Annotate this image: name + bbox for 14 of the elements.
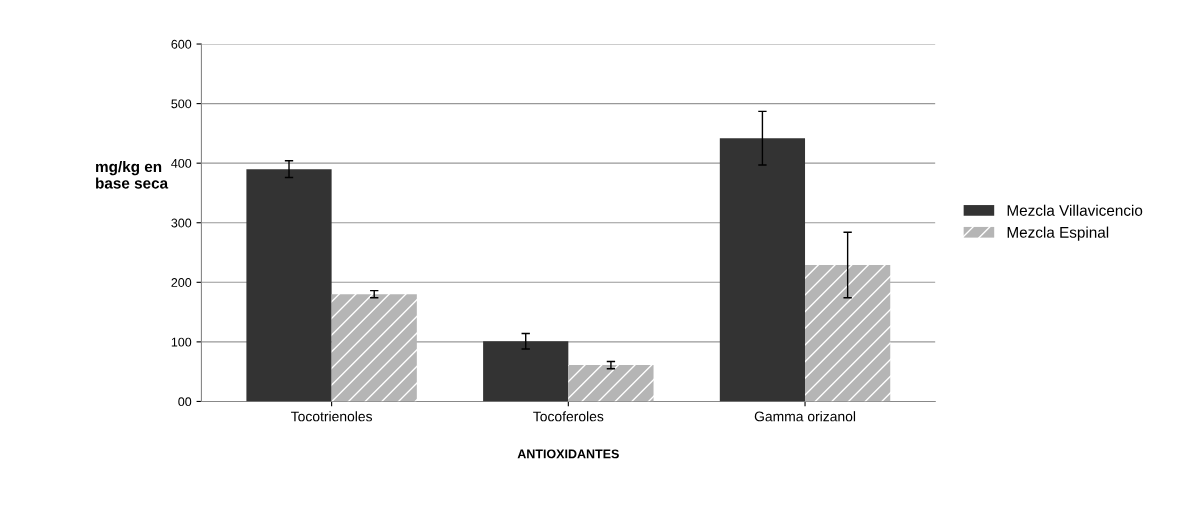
y-tick-label: 600 <box>171 39 192 49</box>
x-tick-label: Tocoferoles <box>533 411 604 422</box>
y-axis-title: mg/kg en base seca <box>96 160 169 189</box>
y-tick-label: 300 <box>171 218 192 228</box>
y-tick-label: 100 <box>171 337 192 347</box>
y-tick-label: 500 <box>171 99 192 109</box>
x-axis-title: ANTIOXIDANTES <box>517 449 619 459</box>
x-tick-label: Gamma orizanol <box>754 411 856 422</box>
x-tick-label: Tocotrienoles <box>291 411 373 422</box>
y-tick-label: 400 <box>171 158 192 168</box>
legend-label: Mezcla Villavicencio <box>1007 204 1143 216</box>
y-tick-label: 00 <box>178 397 192 407</box>
y-tick-label: 200 <box>171 278 192 287</box>
legend-label: Mezcla Espinal <box>1007 226 1109 241</box>
